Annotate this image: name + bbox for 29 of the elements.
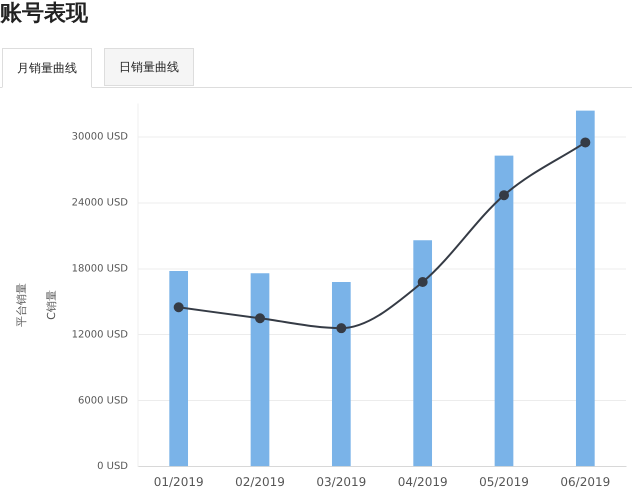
point	[580, 137, 590, 148]
x-tick-label: 04/2019	[398, 474, 448, 489]
bar	[576, 110, 595, 466]
bar	[250, 273, 270, 466]
y-tick-label: 6000 USD	[78, 395, 128, 406]
x-tick-label: 03/2019	[316, 474, 366, 489]
bar	[169, 271, 188, 466]
y-tick-label: 0 USD	[97, 461, 128, 472]
text: 日销量曲线	[104, 48, 194, 86]
bar	[332, 282, 351, 466]
text: C销量	[44, 289, 59, 322]
y-tick-label: 24000 USD	[72, 197, 128, 208]
chart-title: 账号表现	[0, 0, 89, 28]
bar	[494, 156, 514, 466]
y-tick-label: 18000 USD	[72, 263, 128, 274]
x-tick-label: 01/2019	[154, 474, 204, 489]
y-tick-label: 30000 USD	[72, 132, 128, 143]
point	[174, 302, 184, 312]
x-tick-label: 06/2019	[560, 474, 610, 489]
text: 平台销量	[14, 282, 29, 329]
x-tick-label: 02/2019	[235, 474, 285, 489]
bar	[413, 240, 432, 466]
point	[499, 190, 509, 200]
text: 月销量曲线	[2, 48, 92, 88]
point	[336, 323, 346, 334]
x-tick-label: 05/2019	[479, 474, 529, 489]
point	[418, 277, 428, 288]
y-tick-label: 12000 USD	[72, 329, 128, 340]
point	[255, 313, 265, 324]
